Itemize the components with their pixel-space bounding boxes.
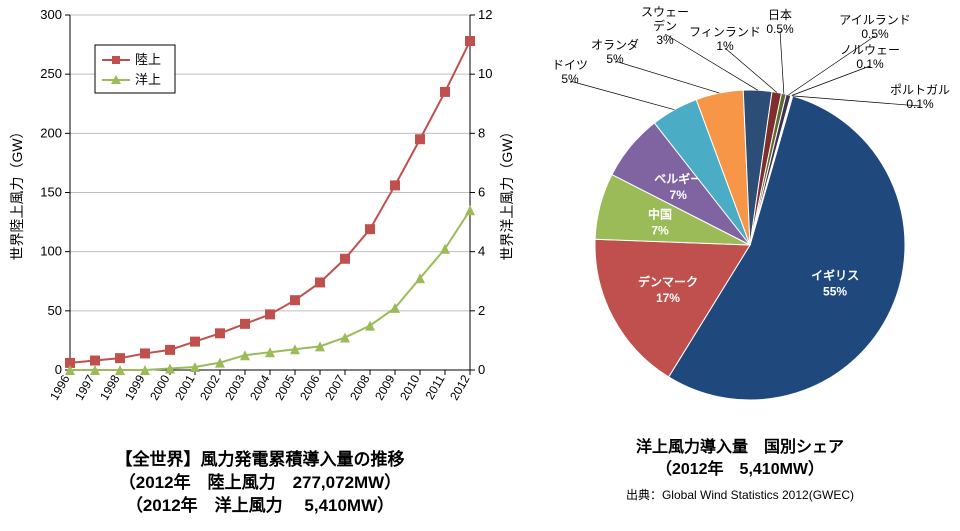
svg-text:2011: 2011: [423, 372, 448, 402]
svg-text:8: 8: [478, 125, 485, 140]
line-chart: 0501001502002503000246810121996199719981…: [0, 0, 520, 440]
pie-chart-title: 洋上風力導入量 国別シェア （2012年 5,410MW）: [520, 437, 960, 480]
svg-text:2008: 2008: [347, 372, 373, 402]
svg-text:300: 300: [40, 7, 62, 22]
svg-text:5%: 5%: [561, 72, 579, 86]
pie-chart: イギリス55%デンマーク17%中国7%ベルギー7%ドイツ5%オランダ5%スウェー…: [520, 0, 960, 430]
svg-text:2000: 2000: [147, 372, 173, 402]
pie-source: 出典：Global Wind Statistics 2012(GWEC): [520, 486, 960, 503]
svg-text:陸上: 陸上: [135, 52, 161, 67]
svg-text:5%: 5%: [606, 52, 624, 66]
svg-text:10: 10: [478, 66, 492, 81]
svg-text:100: 100: [40, 244, 62, 259]
svg-text:1998: 1998: [97, 372, 123, 402]
svg-text:6: 6: [478, 185, 485, 200]
svg-text:2004: 2004: [247, 372, 273, 402]
svg-text:2007: 2007: [322, 372, 348, 402]
svg-text:55%: 55%: [823, 285, 847, 299]
svg-text:0.1%: 0.1%: [856, 57, 884, 71]
svg-text:2009: 2009: [372, 372, 398, 402]
title-line: （2012年 5,410MW）: [520, 459, 960, 481]
svg-text:2: 2: [478, 303, 485, 318]
svg-text:2002: 2002: [197, 372, 223, 402]
svg-text:世界洋上風力（GW）: 世界洋上風力（GW）: [499, 124, 515, 260]
svg-text:0.5%: 0.5%: [861, 27, 889, 41]
svg-text:17%: 17%: [656, 291, 680, 305]
svg-text:2003: 2003: [222, 372, 248, 402]
svg-text:スウェー: スウェー: [641, 5, 689, 19]
svg-text:ポルトガル: ポルトガル: [890, 83, 950, 97]
svg-text:0: 0: [478, 362, 485, 377]
svg-text:ドイツ: ドイツ: [552, 58, 588, 72]
svg-text:0.1%: 0.1%: [906, 97, 934, 111]
svg-text:2005: 2005: [272, 372, 298, 402]
svg-text:12: 12: [478, 7, 492, 22]
line-chart-panel: 0501001502002503000246810121996199719981…: [0, 0, 520, 531]
svg-text:フィンランド: フィンランド: [689, 25, 761, 39]
svg-text:ノルウェー: ノルウェー: [840, 43, 900, 57]
title-line: （2012年 洋上風力 5,410MW）: [0, 495, 520, 518]
svg-text:2001: 2001: [172, 372, 198, 402]
line-chart-title: 【全世界】風力発電累積導入量の推移 （2012年 陸上風力 277,072MW）…: [0, 449, 520, 518]
svg-text:0.5%: 0.5%: [766, 22, 794, 36]
svg-text:デン: デン: [653, 18, 677, 33]
svg-text:2012: 2012: [447, 372, 473, 402]
svg-text:7%: 7%: [651, 224, 669, 238]
svg-text:50: 50: [48, 303, 62, 318]
svg-text:4: 4: [478, 244, 485, 259]
svg-text:2006: 2006: [297, 372, 323, 402]
pie-chart-panel: イギリス55%デンマーク17%中国7%ベルギー7%ドイツ5%オランダ5%スウェー…: [520, 0, 960, 531]
svg-text:1999: 1999: [122, 372, 148, 402]
svg-text:洋上: 洋上: [135, 72, 161, 87]
svg-text:1996: 1996: [47, 372, 73, 402]
svg-text:250: 250: [40, 66, 62, 81]
svg-text:日本: 日本: [768, 8, 792, 22]
svg-text:世界陸上風力（GW）: 世界陸上風力（GW）: [9, 124, 25, 260]
svg-text:150: 150: [40, 185, 62, 200]
svg-text:デンマーク: デンマーク: [638, 274, 698, 289]
svg-text:中国: 中国: [648, 207, 672, 222]
svg-text:1%: 1%: [716, 39, 734, 53]
svg-text:7%: 7%: [670, 188, 688, 202]
svg-text:2010: 2010: [397, 372, 423, 402]
title-line: 【全世界】風力発電累積導入量の推移: [0, 449, 520, 472]
title-line: （2012年 陸上風力 277,072MW）: [0, 472, 520, 495]
svg-text:1997: 1997: [72, 372, 98, 402]
svg-text:3%: 3%: [656, 33, 674, 47]
svg-text:アイルランド: アイルランド: [839, 13, 910, 27]
svg-text:イギリス: イギリス: [811, 268, 859, 283]
svg-text:オランダ: オランダ: [591, 37, 639, 52]
svg-text:200: 200: [40, 125, 62, 140]
title-line: 洋上風力導入量 国別シェア: [520, 437, 960, 459]
